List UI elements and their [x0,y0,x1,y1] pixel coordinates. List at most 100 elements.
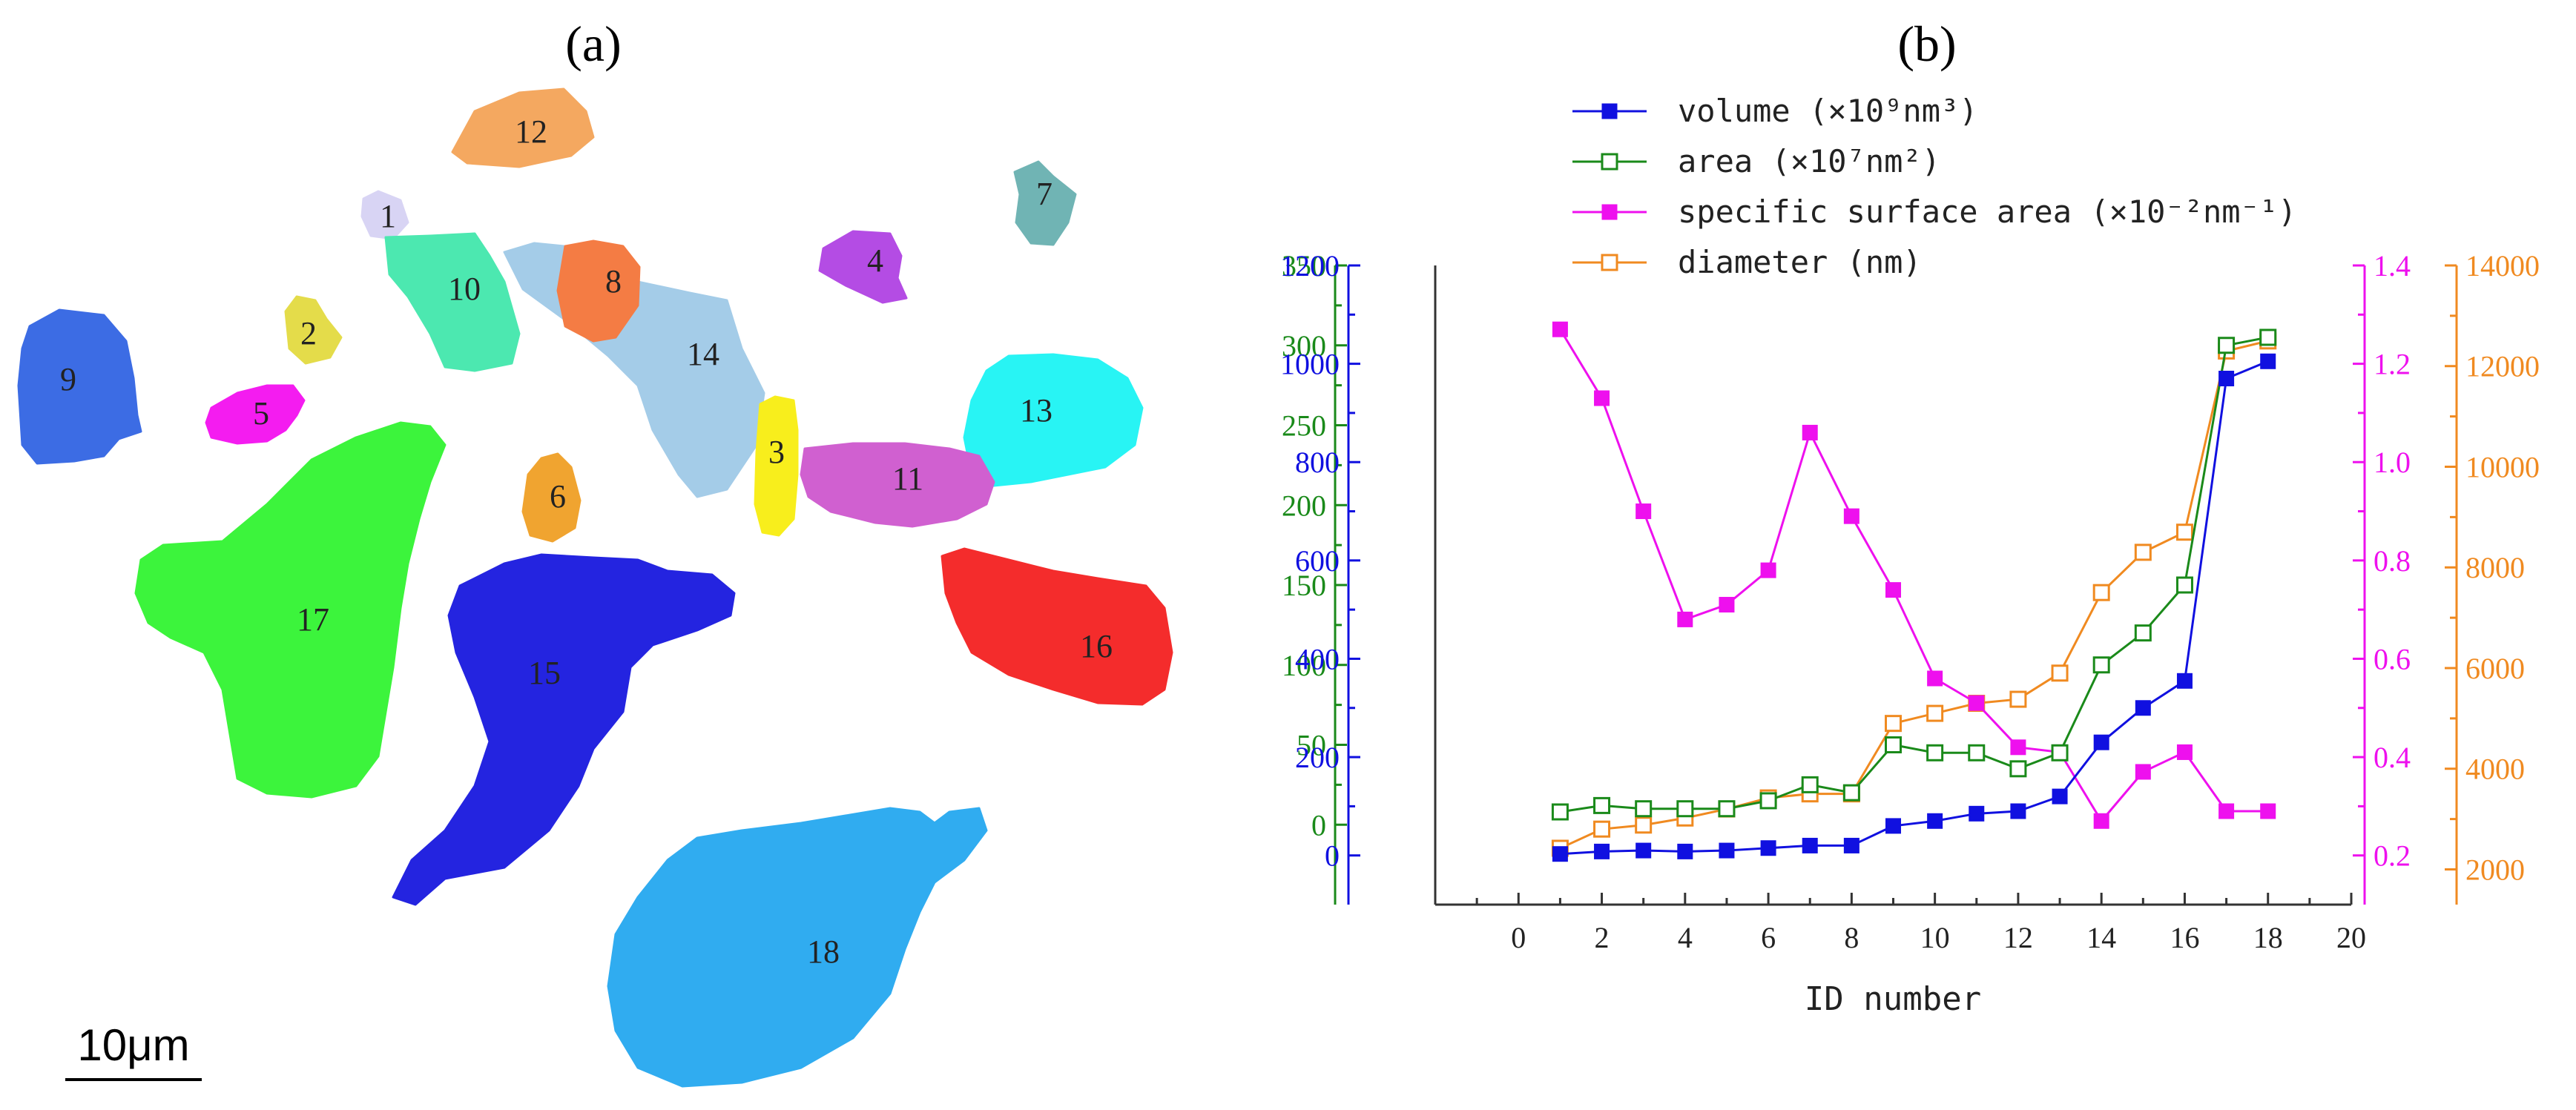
particle-7 [1013,160,1077,246]
data-point-area [2092,656,2110,674]
particle-label-16: 16 [1080,628,1113,664]
data-point-volume [1760,840,1776,856]
legend-label-volume: volume (×10⁹nm³) [1678,93,1978,129]
data-point-area [1968,744,1986,762]
series-ssa [1552,321,2276,829]
data-point-ssa [1843,508,1859,524]
series-diameter [1551,332,2277,857]
particle-label-4: 4 [867,242,883,279]
data-point-volume [1843,837,1859,853]
x-tick-label: 18 [2253,921,2283,954]
data-point-ssa [1594,390,1610,406]
particle-label-18: 18 [807,934,840,970]
x-tick-label: 0 [1511,921,1526,954]
y-tick-label-diameter: 10000 [2465,450,2540,483]
data-point-ssa [1885,582,1901,598]
data-point-diameter [2134,544,2152,561]
scale-bar-label: 10μm [77,1020,189,1070]
particle-label-13: 13 [1020,392,1053,429]
y-tick-label-volume: 1000 [1280,348,1340,381]
data-point-volume [2218,371,2235,387]
y-tick-label-diameter: 8000 [2465,551,2525,584]
y-tick-label-area: 100 [1282,649,1326,682]
particle-10 [384,232,521,372]
data-point-diameter [2175,523,2193,541]
data-point-ssa [1760,562,1776,578]
legend: volume (×10⁹nm³) area (×10⁷nm²) specific s… [1572,93,2296,280]
particle-label-1: 1 [380,198,396,234]
data-point-volume [1677,843,1693,859]
x-tick-label: 2 [1595,921,1610,954]
y-tick-label-volume: 800 [1295,446,1340,479]
x-tick-label: 14 [2086,921,2116,954]
data-point-volume [1594,843,1610,859]
particle-label-3: 3 [768,434,785,470]
particle-label-9: 9 [60,361,76,397]
data-point-volume [1552,846,1568,862]
data-point-volume [1927,813,1943,829]
y-tick-label-volume: 200 [1295,741,1340,774]
particle-6 [521,452,582,543]
series-volume [1552,353,2276,862]
series-area [1551,328,2277,821]
data-point-diameter [2009,690,2027,708]
data-point-area [1551,803,1569,821]
data-point-volume [1885,818,1901,834]
panel-a-label: (a) [565,16,621,72]
y-tick-label-volume: 1200 [1280,249,1340,283]
data-point-diameter [1593,820,1611,838]
data-point-volume [1969,805,1985,822]
particle-label-7: 7 [1036,176,1053,212]
legend-label-area: area (×10⁷nm²) [1678,143,1940,179]
data-point-area [2218,337,2236,354]
data-point-ssa [1969,695,1985,711]
y-tick-label-area: 200 [1282,489,1326,522]
series-line-volume [1560,360,2269,856]
data-point-area [1885,736,1902,753]
legend-marker-diameter [1601,254,1618,271]
legend-marker-volume [1601,103,1618,119]
x-tick-label: 12 [2003,921,2033,954]
series-layer [1551,321,2277,862]
legend-label-diameter: diameter (nm) [1678,244,1922,280]
particle-label-17: 17 [297,601,329,638]
data-point-diameter [1635,816,1653,834]
particle-12 [451,87,595,168]
legend-label-ssa: specific surface area (×10⁻²nm⁻¹) [1678,194,2296,230]
legend-item-volume: volume (×10⁹nm³) [1572,93,1978,129]
y-tick-label-ssa: 0.8 [2374,544,2411,578]
data-point-ssa [2135,764,2151,780]
panel-b-label: (b) [1897,16,1956,72]
particle-5 [205,384,306,445]
x-tick-label: 4 [1678,921,1693,954]
data-point-volume [2176,673,2193,689]
y-tick-label-volume: 600 [1295,544,1340,578]
data-point-area [1593,796,1611,814]
data-point-area [2051,744,2069,762]
data-point-area [2259,328,2277,346]
y-tick-label-ssa: 1.2 [2374,348,2411,381]
particle-2 [284,295,343,365]
data-point-volume [2260,353,2276,369]
data-point-ssa [1677,611,1693,627]
x-axis-title: ID number [1805,980,1981,1018]
particle-16 [941,547,1173,706]
y-tick-label-ssa: 0.6 [2374,642,2411,675]
particle-11 [800,442,995,528]
particle-label-10: 10 [448,271,481,307]
y-tick-label-ssa: 0.2 [2374,839,2411,873]
y-tick-label-diameter: 4000 [2465,753,2525,786]
y-tick-label-area: 0 [1311,808,1326,842]
particle-9 [17,308,142,465]
data-point-ssa [1927,670,1943,687]
panel-a: (a) 12 3 4 5 6 7 8 9 1 [17,16,1173,1088]
data-point-volume [2093,734,2109,750]
y-tick-label-volume: 400 [1295,642,1340,675]
y-tick-label-ssa: 0.4 [2374,741,2411,774]
particle-1 [360,190,409,240]
data-point-area [1759,792,1777,810]
data-point-ssa [2260,803,2276,819]
data-point-ssa [1552,321,1568,337]
